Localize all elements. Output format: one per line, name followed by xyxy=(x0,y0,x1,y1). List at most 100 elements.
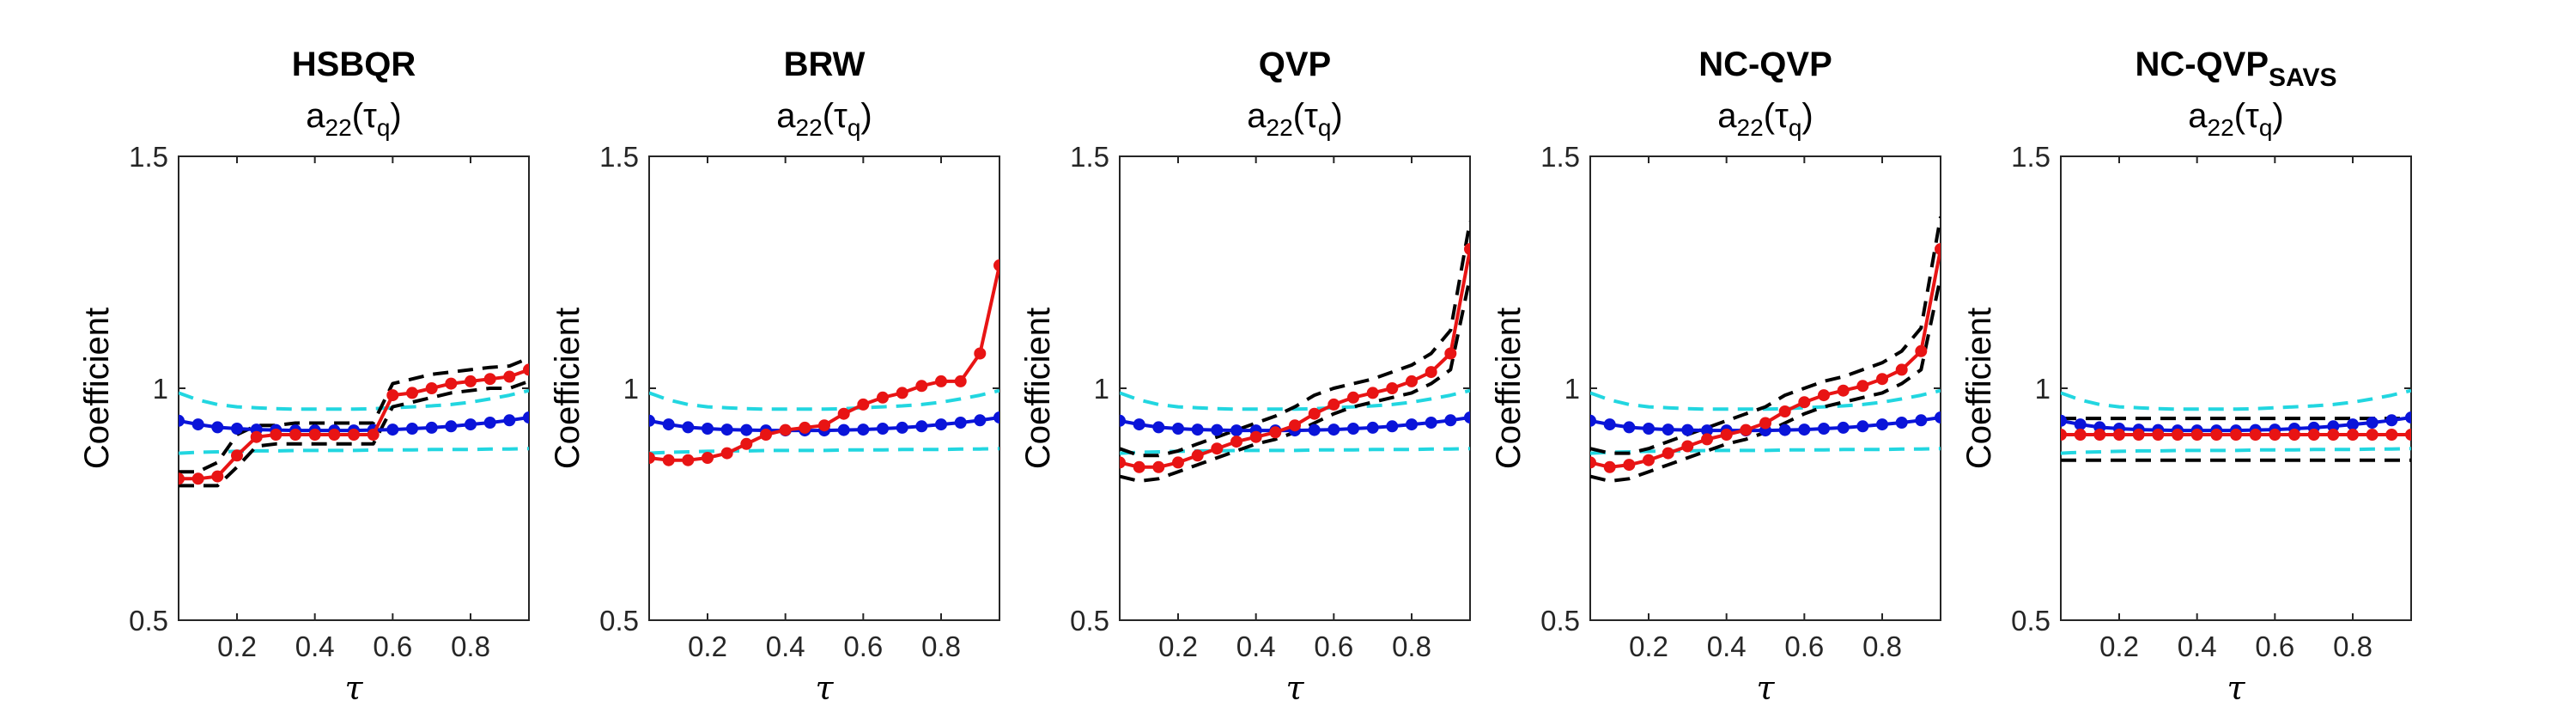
data-point-benchmark xyxy=(1133,418,1145,431)
series-line-band-upper xyxy=(649,388,999,411)
data-point-estimate xyxy=(465,375,477,387)
data-point-estimate xyxy=(740,437,753,450)
x-tick-label: 0.8 xyxy=(1862,631,1902,662)
data-point-estimate xyxy=(523,363,529,376)
data-point-estimate xyxy=(702,452,714,464)
panel-subtitle: a22(τq) xyxy=(306,97,401,141)
data-point-estimate xyxy=(1425,366,1437,379)
data-point-estimate xyxy=(2210,429,2223,441)
data-point-estimate xyxy=(483,373,496,386)
data-point-estimate xyxy=(837,407,850,420)
data-point-benchmark xyxy=(2366,417,2379,429)
data-point-estimate xyxy=(1603,460,1616,473)
data-point-estimate xyxy=(1643,454,1655,466)
y-tick-label: 0.5 xyxy=(599,605,639,637)
data-point-benchmark xyxy=(406,423,418,435)
series-line-band-lower xyxy=(2061,447,2411,455)
data-point-benchmark xyxy=(1152,421,1165,434)
series-line-ci-lower xyxy=(179,380,529,488)
data-point-estimate xyxy=(1133,460,1145,473)
data-point-benchmark xyxy=(2405,411,2411,423)
data-point-benchmark xyxy=(211,421,224,434)
data-point-benchmark xyxy=(974,414,987,427)
data-point-estimate xyxy=(179,472,185,485)
data-point-estimate xyxy=(1623,459,1636,472)
panel-title: NC-QVP xyxy=(1698,46,1832,83)
panel-title: QVP xyxy=(1259,46,1331,83)
data-point-estimate xyxy=(2249,429,2262,441)
data-point-estimate xyxy=(1740,423,1753,436)
y-tick-label: 0.5 xyxy=(1540,605,1580,637)
data-point-benchmark xyxy=(702,423,714,435)
data-point-estimate xyxy=(2061,429,2067,441)
data-point-benchmark xyxy=(1876,418,1888,431)
data-point-estimate xyxy=(328,429,341,441)
data-point-benchmark xyxy=(649,414,655,427)
series-line-band-upper xyxy=(179,388,529,411)
data-point-benchmark xyxy=(1120,414,1126,427)
data-point-estimate xyxy=(1701,433,1713,446)
data-point-estimate xyxy=(974,347,987,360)
data-point-estimate xyxy=(1211,442,1224,455)
data-point-estimate xyxy=(1386,382,1399,394)
data-point-estimate xyxy=(1876,373,1888,386)
data-point-benchmark xyxy=(857,423,870,436)
x-tick-label: 0.6 xyxy=(373,631,412,662)
data-point-estimate xyxy=(2307,429,2320,441)
x-tick-label: 0.4 xyxy=(295,631,335,662)
data-point-estimate xyxy=(191,472,204,485)
data-point-estimate xyxy=(1269,426,1282,439)
data-point-estimate xyxy=(1681,440,1694,453)
data-point-estimate xyxy=(818,419,830,432)
x-axis-label: τ xyxy=(2227,669,2245,707)
data-point-estimate xyxy=(2366,429,2379,441)
data-point-benchmark xyxy=(1856,420,1869,433)
y-tick-label: 1.5 xyxy=(1070,141,1109,173)
data-point-estimate xyxy=(2190,429,2203,441)
data-point-estimate xyxy=(896,387,908,399)
data-point-benchmark xyxy=(915,420,928,433)
data-point-benchmark xyxy=(896,421,908,434)
data-point-estimate xyxy=(1464,243,1470,255)
axes-box xyxy=(178,155,530,621)
data-point-estimate xyxy=(2288,429,2300,441)
data-point-benchmark xyxy=(1837,421,1850,434)
x-tick-label: 0.4 xyxy=(1707,631,1747,662)
data-point-estimate xyxy=(2113,429,2125,441)
x-tick-label: 0.2 xyxy=(217,631,257,662)
data-point-benchmark xyxy=(2074,418,2087,431)
x-axis-label: τ xyxy=(1756,669,1775,707)
data-point-estimate xyxy=(1289,419,1301,432)
panel-4: NC-QVP a22(τq) 0.5 1 1.5 0.2 0.4 0.6 0.8 Coeffici… xyxy=(1490,46,1941,707)
panel-2: BRW a22(τq) 0.5 1 1.5 0.2 0.4 0.6 0.8 Coefficient… xyxy=(549,46,1000,707)
y-axis-label: Coefficient xyxy=(1019,308,1057,469)
data-point-estimate xyxy=(2172,429,2184,441)
panel-3: QVP a22(τq) 0.5 1 1.5 0.2 0.4 0.6 0.8 Coefficient… xyxy=(1019,46,1471,707)
data-point-benchmark xyxy=(1915,414,1928,427)
data-point-estimate xyxy=(799,421,811,434)
data-point-estimate xyxy=(915,380,928,393)
data-point-benchmark xyxy=(1895,417,1908,429)
data-point-estimate xyxy=(2152,429,2165,441)
data-point-estimate xyxy=(503,370,516,383)
data-point-estimate xyxy=(779,423,792,436)
plot-area xyxy=(1590,216,1941,483)
data-point-benchmark xyxy=(1386,420,1399,433)
data-point-estimate xyxy=(1662,447,1674,460)
data-point-benchmark xyxy=(2347,418,2359,431)
data-point-estimate xyxy=(857,398,870,411)
axes-box xyxy=(2060,155,2412,621)
data-point-estimate xyxy=(2405,429,2411,441)
data-point-estimate xyxy=(720,447,733,460)
y-tick-label: 1.5 xyxy=(599,141,639,173)
x-tick-label: 0.8 xyxy=(1392,631,1431,662)
data-point-estimate xyxy=(649,452,655,464)
data-point-estimate xyxy=(1856,380,1869,393)
data-point-benchmark xyxy=(1464,411,1470,423)
panel-subtitle: a22(τq) xyxy=(2188,97,2283,141)
data-point-benchmark xyxy=(720,423,733,436)
data-point-estimate xyxy=(2327,429,2340,441)
x-tick-label: 0.4 xyxy=(2178,631,2217,662)
data-point-estimate xyxy=(2093,429,2106,441)
